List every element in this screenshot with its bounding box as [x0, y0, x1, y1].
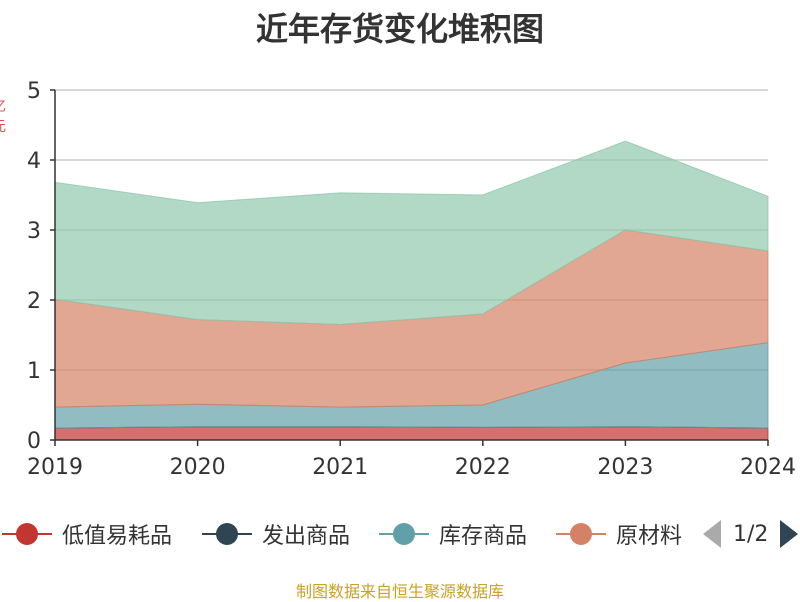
x-tick-label: 2021 [312, 455, 368, 480]
legend-pager: 1/2 [703, 514, 799, 554]
data-source-note: 制图数据来自恒生聚源数据库 [295, 582, 504, 601]
legend-item-raw-materials[interactable]: 原材料 [556, 514, 684, 554]
legend-item-inventory-goods[interactable]: 库存商品 [379, 514, 527, 554]
legend-item-low-value-consumables[interactable]: 低值易耗品 [2, 514, 172, 554]
pager-next-icon[interactable] [780, 520, 799, 548]
legend-dot [16, 523, 38, 545]
legend-marker-icon [2, 514, 52, 554]
y-tick-label: 1 [27, 359, 41, 384]
y-tick-label: 4 [27, 149, 41, 174]
pager-prev-icon[interactable] [703, 520, 721, 548]
pager-page-text: 1/2 [733, 521, 769, 547]
legend-label: 库存商品 [439, 524, 528, 549]
area-series [54, 140, 769, 326]
legend-marker-icon [556, 514, 606, 554]
legend-item-goods-shipped[interactable]: 发出商品 [202, 514, 350, 554]
x-tick-label: 2022 [455, 455, 511, 480]
y-tick-label: 2 [27, 289, 41, 314]
legend-label: 低值易耗品 [62, 524, 173, 549]
legend-marker-icon [202, 514, 252, 554]
legend-label: 发出商品 [262, 524, 351, 549]
y-axis-name: 亿元 [0, 96, 6, 136]
legend-label: 原材料 [616, 524, 683, 549]
legend: 低值易耗品 发出商品 库存商品 原材料 [0, 514, 800, 554]
y-tick-label: 0 [27, 429, 41, 454]
x-tick-label: 2020 [170, 455, 226, 480]
y-tick-label: 3 [27, 219, 41, 244]
legend-dot [570, 523, 592, 545]
legend-dot [216, 523, 238, 545]
legend-dot [393, 523, 415, 545]
legend-marker-icon [379, 514, 429, 554]
chart-title: 近年存货变化堆积图 [255, 10, 544, 48]
x-tick-label: 2019 [27, 455, 83, 480]
x-tick-label: 2024 [740, 455, 796, 480]
area-series [54, 426, 769, 441]
y-tick-label: 5 [27, 79, 41, 104]
x-tick-label: 2023 [597, 455, 653, 480]
